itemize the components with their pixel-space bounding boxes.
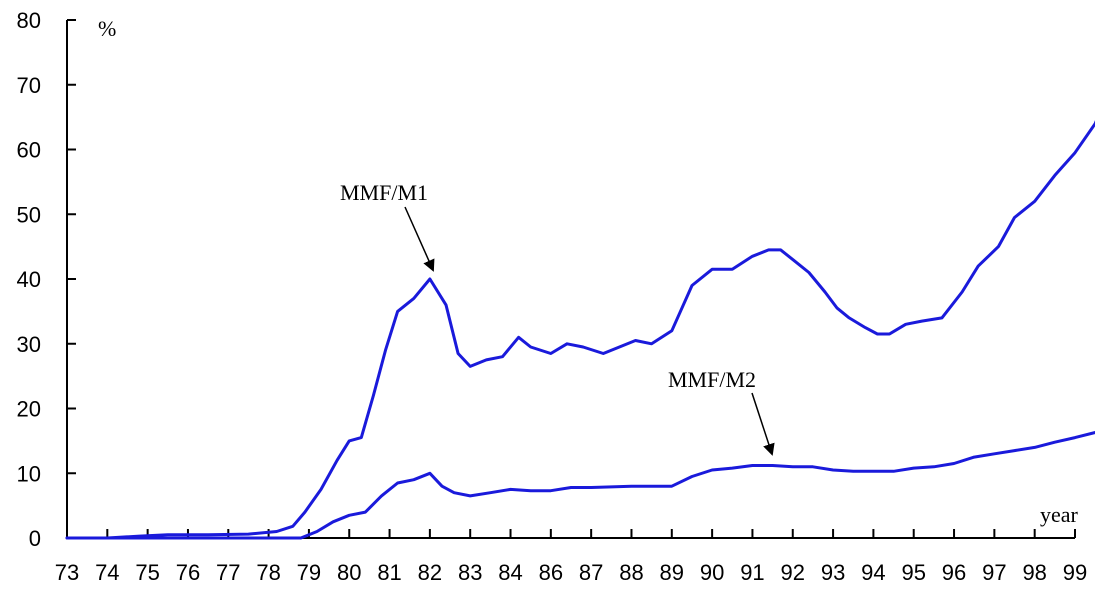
x-tick-label: 87 bbox=[579, 560, 603, 585]
x-tick-label: 90 bbox=[700, 560, 724, 585]
y-tick-label: 50 bbox=[17, 202, 41, 227]
y-axis-ticks: 0 10 20 30 40 50 60 70 80 bbox=[17, 8, 76, 551]
series-line-mmf-m1 bbox=[65, 120, 1095, 540]
x-axis-label: year bbox=[1040, 502, 1079, 527]
x-tick-label: 79 bbox=[297, 560, 321, 585]
x-tick-label: 92 bbox=[781, 560, 805, 585]
x-tick-label: 75 bbox=[135, 560, 159, 585]
x-tick-label: 77 bbox=[216, 560, 240, 585]
x-tick-label: 89 bbox=[660, 560, 684, 585]
annotation-mmf-m2: MMF/M2 bbox=[668, 367, 756, 392]
x-axis-ticks: 73 74 75 76 77 78 79 80 81 82 83 84 86 87 88 89 90 91 92 93… bbox=[55, 529, 1087, 585]
x-tick-label: 86 bbox=[539, 560, 563, 585]
y-tick-label: 70 bbox=[17, 73, 41, 98]
y-tick-label: 80 bbox=[17, 8, 41, 33]
x-tick-label: 81 bbox=[377, 560, 401, 585]
x-tick-label: 82 bbox=[418, 560, 442, 585]
x-tick-label: 84 bbox=[498, 560, 522, 585]
x-tick-label: 74 bbox=[95, 560, 119, 585]
x-tick-label: 98 bbox=[1022, 560, 1046, 585]
x-tick-label: 96 bbox=[942, 560, 966, 585]
y-tick-label: 60 bbox=[17, 138, 41, 163]
y-axis-label: % bbox=[98, 16, 116, 41]
x-tick-label: 91 bbox=[740, 560, 764, 585]
y-tick-label: 40 bbox=[17, 267, 41, 292]
x-tick-label: 93 bbox=[821, 560, 845, 585]
y-tick-label: 0 bbox=[29, 526, 41, 551]
x-tick-label: 76 bbox=[176, 560, 200, 585]
x-tick-label: 80 bbox=[337, 560, 361, 585]
x-tick-label: 95 bbox=[901, 560, 925, 585]
axes bbox=[66, 20, 1075, 539]
x-tick-label: 99 bbox=[1063, 560, 1087, 585]
y-tick-label: 30 bbox=[17, 332, 41, 357]
annotation-mmf-m2-arrow bbox=[751, 392, 775, 456]
series-layer bbox=[65, 120, 1095, 540]
x-tick-label: 83 bbox=[458, 560, 482, 585]
y-tick-label: 10 bbox=[17, 461, 41, 486]
x-tick-label: 88 bbox=[619, 560, 643, 585]
x-tick-label: 78 bbox=[256, 560, 280, 585]
x-tick-label: 97 bbox=[982, 560, 1006, 585]
series-line-mmf-m2 bbox=[65, 430, 1095, 540]
x-tick-label: 73 bbox=[55, 560, 79, 585]
annotation-mmf-m1: MMF/M1 bbox=[340, 180, 428, 205]
y-tick-label: 20 bbox=[17, 397, 41, 422]
x-tick-label: 94 bbox=[861, 560, 885, 585]
annotation-mmf-m1-arrow bbox=[404, 206, 435, 272]
